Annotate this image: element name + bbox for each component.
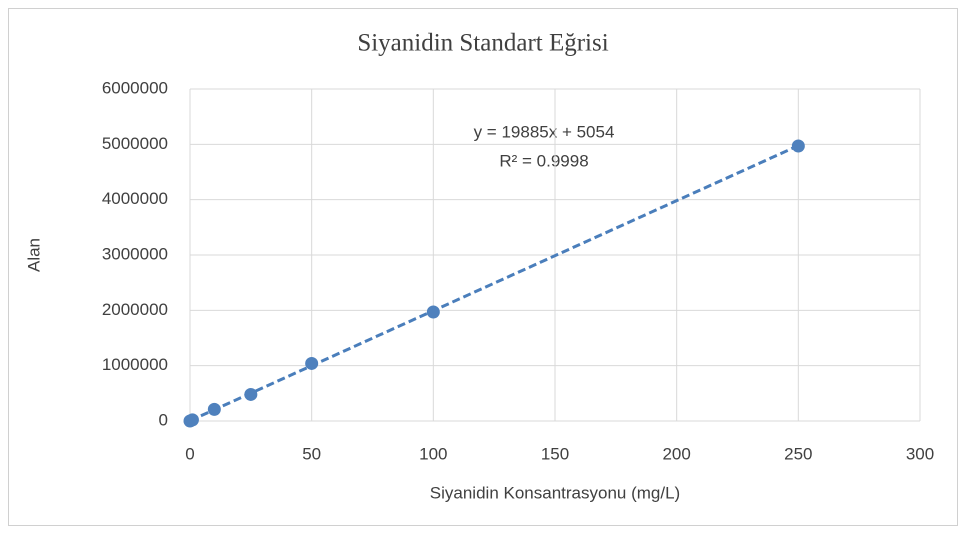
x-tick-label: 200 (662, 444, 690, 463)
y-tick-label: 0 (159, 410, 168, 429)
x-tick-label: 150 (541, 444, 569, 463)
data-point (791, 139, 805, 153)
data-point (207, 402, 221, 416)
x-tick-label: 300 (906, 444, 934, 463)
data-point (426, 305, 440, 319)
x-tick-label: 50 (302, 444, 321, 463)
trendline (189, 144, 799, 423)
data-point (185, 413, 199, 427)
x-tick-label: 0 (185, 444, 194, 463)
y-tick-label: 6000000 (102, 78, 168, 97)
y-axis-label: Alan (24, 238, 43, 272)
chart-frame (8, 8, 958, 526)
x-tick-label: 250 (784, 444, 812, 463)
y-tick-label: 3000000 (102, 244, 168, 263)
y-tick-label: 2000000 (102, 300, 168, 319)
trend-r-squared: R² = 0.9998 (499, 151, 588, 170)
y-tick-label: 4000000 (102, 189, 168, 208)
y-tick-label: 1000000 (102, 355, 168, 374)
x-tick-label: 100 (419, 444, 447, 463)
x-axis-label: Siyanidin Konsantrasyonu (mg/L) (430, 483, 680, 502)
chart-title: Siyanidin Standart Eğrisi (357, 30, 608, 57)
trend-equation: y = 19885x + 5054 (474, 122, 615, 141)
data-point (305, 356, 319, 370)
y-tick-label: 5000000 (102, 134, 168, 153)
data-point (244, 387, 258, 401)
